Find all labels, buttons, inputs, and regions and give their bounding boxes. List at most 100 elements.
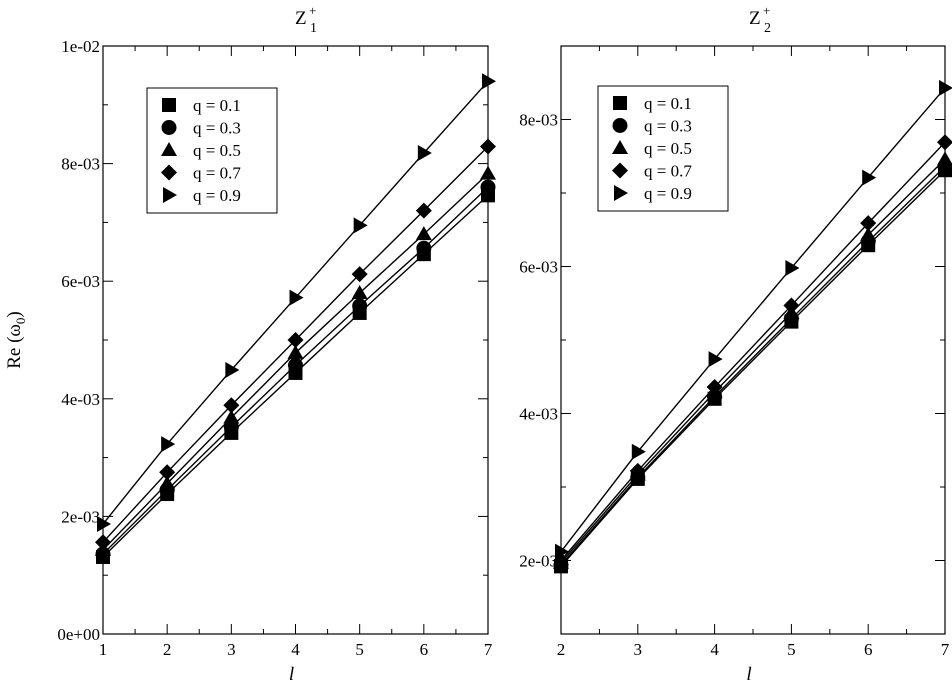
- chart-title-superscript: +: [309, 3, 316, 18]
- legend-label: q = 0.3: [644, 117, 692, 136]
- y-tick-label: 2e-03: [519, 552, 558, 571]
- series-diamond: [95, 138, 496, 551]
- legend-marker: [162, 98, 176, 112]
- data-point: [225, 361, 240, 378]
- legend-label: q = 0.1: [644, 94, 692, 113]
- data-point: [785, 259, 800, 276]
- x-tick-label: 1: [99, 640, 108, 659]
- x-axis-label: l: [746, 664, 751, 685]
- y-tick-label: 2e-03: [61, 507, 100, 526]
- data-point: [159, 464, 176, 481]
- series-triangle-right: [97, 73, 496, 533]
- x-axis-label: l: [289, 664, 294, 685]
- legend-marker: [161, 120, 177, 135]
- y-tick-label: 1e-02: [61, 37, 100, 56]
- data-point: [708, 351, 723, 368]
- x-tick-label: 6: [864, 640, 873, 659]
- x-tick-label: 7: [941, 640, 950, 659]
- series-line-square: [560, 169, 946, 567]
- data-point: [860, 215, 877, 232]
- data-point: [416, 240, 432, 256]
- x-tick-label: 4: [710, 640, 719, 659]
- data-point: [351, 284, 368, 299]
- legend-marker: [612, 140, 628, 154]
- legend-marker: [612, 162, 628, 179]
- x-tick-label: 4: [291, 640, 300, 659]
- legend-marker: [613, 96, 627, 110]
- legend-label: q = 0.5: [644, 139, 692, 158]
- data-point: [287, 344, 304, 359]
- series-line-circle: [560, 166, 946, 566]
- legend: q = 0.1 q = 0.3 q = 0.5 q = 0.7 q = 0.9: [146, 87, 278, 214]
- data-point: [480, 165, 496, 180]
- data-point: [629, 462, 646, 479]
- legend-label: q = 0.3: [193, 119, 241, 138]
- x-tick-label: 2: [557, 640, 566, 659]
- legend: q = 0.1 q = 0.3 q = 0.5 q = 0.7 q = 0.9: [597, 85, 729, 212]
- chart-panel-2: 2 3 4 5 6 7 2e-03 4e-03 6e-03 8e-03 q = 0.1 q = 0.3…: [519, 3, 952, 685]
- series-triangle-right: [555, 79, 952, 560]
- data-point: [482, 73, 496, 90]
- data-point: [937, 151, 952, 166]
- series-diamond: [553, 134, 952, 569]
- legend-marker: [612, 118, 628, 133]
- data-point: [417, 145, 432, 162]
- data-point: [289, 289, 304, 306]
- x-tick-label: 3: [227, 640, 236, 659]
- legend-marker: [161, 142, 177, 156]
- data-point: [223, 409, 240, 424]
- data-point: [631, 443, 646, 460]
- data-point: [862, 169, 877, 186]
- chart-title: Z: [295, 8, 307, 29]
- y-tick-label: 6e-03: [61, 272, 100, 291]
- chart-title-subscript: 2: [764, 21, 771, 36]
- legend-label: q = 0.5: [193, 141, 241, 160]
- data-point: [352, 298, 368, 314]
- x-tick-label: 3: [634, 640, 643, 659]
- data-point: [287, 332, 304, 348]
- data-point: [555, 543, 569, 560]
- data-point: [480, 179, 496, 195]
- legend-marker: [614, 185, 628, 201]
- chart-panel-1: 1 2 3 4 5 6 7 0e+00 2e-03 4e-03 6e-03 8e-03 1e-02 q =…: [4, 3, 496, 685]
- x-tick-label: 7: [484, 640, 493, 659]
- y-tick-label: 4e-03: [519, 405, 558, 424]
- series-square: [554, 163, 952, 574]
- data-point: [937, 134, 952, 151]
- x-tick-label: 6: [420, 640, 429, 659]
- legend-label: q = 0.7: [644, 162, 692, 181]
- chart-title: Z: [749, 8, 761, 29]
- data-point: [783, 297, 800, 314]
- data-point: [480, 138, 496, 155]
- x-tick-label: 2: [163, 640, 172, 659]
- series-line-diamond: [560, 141, 946, 561]
- legend-label: q = 0.7: [193, 164, 241, 183]
- data-point: [161, 436, 176, 453]
- chart-title-superscript: +: [763, 3, 770, 18]
- y-tick-label: 4e-03: [61, 390, 100, 409]
- legend-marker: [163, 187, 177, 203]
- legend-label: q = 0.9: [644, 184, 692, 203]
- y-tick-label: 8e-03: [61, 155, 100, 174]
- y-tick-label: 6e-03: [519, 258, 558, 277]
- legend-label: q = 0.1: [193, 96, 241, 115]
- data-point: [353, 217, 368, 234]
- x-tick-label: 5: [787, 640, 796, 659]
- x-tick-label: 5: [355, 640, 364, 659]
- legend-marker: [161, 164, 177, 181]
- legend-label: q = 0.9: [193, 186, 241, 205]
- data-point: [97, 516, 111, 533]
- data-point: [415, 202, 432, 219]
- y-tick-label: 0e+00: [57, 625, 100, 644]
- data-point: [939, 79, 952, 96]
- series-line-triangle-right: [560, 87, 946, 553]
- series-line-triangle: [560, 158, 946, 564]
- data-point: [159, 475, 176, 490]
- y-axis-label: Re (ω0): [4, 311, 28, 369]
- data-point: [415, 226, 432, 241]
- data-point: [95, 534, 111, 551]
- data-point: [860, 226, 877, 241]
- data-point: [351, 266, 368, 283]
- chart-title-subscript: 1: [310, 21, 317, 36]
